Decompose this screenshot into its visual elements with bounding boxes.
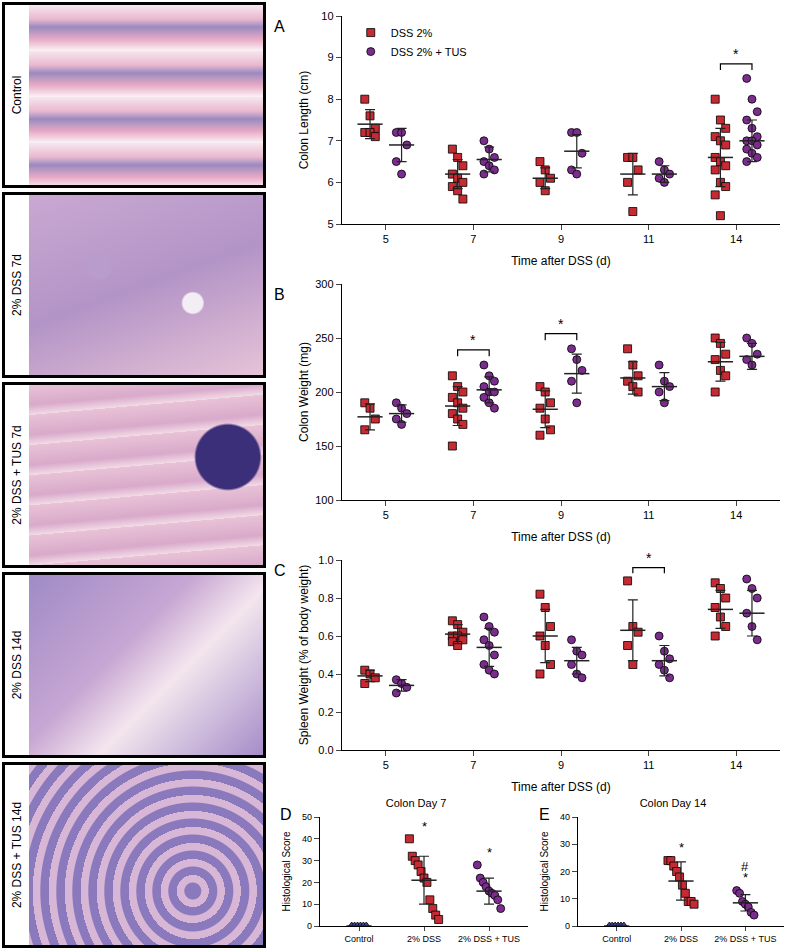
svg-text:11: 11 — [643, 759, 654, 771]
svg-text:*: * — [646, 550, 652, 566]
svg-text:2% DSS: 2% DSS — [407, 934, 441, 944]
svg-text:Time after DSS (d): Time after DSS (d) — [511, 254, 611, 268]
svg-text:*: * — [487, 845, 492, 860]
svg-text:0.6: 0.6 — [318, 630, 333, 642]
svg-text:DSS 2% + TUS: DSS 2% + TUS — [391, 46, 467, 58]
svg-text:*: * — [733, 46, 739, 62]
svg-text:0.8: 0.8 — [318, 592, 333, 604]
svg-text:E: E — [539, 806, 550, 823]
html-text:2% DSS 7d: 2% DSS 7d — [10, 254, 24, 316]
svg-text:1.0: 1.0 — [318, 554, 333, 566]
svg-text:7: 7 — [327, 135, 333, 147]
svg-text:0.4: 0.4 — [318, 668, 333, 680]
svg-text:*: * — [470, 332, 476, 348]
svg-text:7: 7 — [470, 759, 476, 771]
svg-text:300: 300 — [315, 278, 333, 290]
svg-text:#: # — [741, 859, 749, 874]
svg-text:14: 14 — [730, 233, 742, 245]
svg-text:9: 9 — [558, 233, 564, 245]
svg-text:Histological Score: Histological Score — [539, 831, 550, 911]
svg-text:5: 5 — [383, 759, 389, 771]
svg-text:100: 100 — [315, 494, 333, 506]
svg-text:200: 200 — [315, 386, 333, 398]
html-text:2% DSS + TUS 14d: 2% DSS + TUS 14d — [10, 801, 24, 909]
svg-text:40: 40 — [302, 834, 312, 844]
svg-text:6: 6 — [327, 176, 333, 188]
svg-text:*: * — [422, 819, 427, 834]
svg-text:30: 30 — [560, 839, 570, 849]
svg-text:DSS 2%: DSS 2% — [391, 27, 433, 39]
svg-text:D: D — [280, 806, 292, 823]
svg-text:150: 150 — [315, 440, 333, 452]
svg-text:5: 5 — [327, 218, 333, 230]
svg-text:10: 10 — [321, 10, 333, 22]
svg-text:Colon Day 14: Colon Day 14 — [640, 797, 707, 809]
svg-text:10: 10 — [560, 894, 570, 904]
svg-text:Spleen Weight (% of body weigh: Spleen Weight (% of body weight) — [297, 565, 311, 746]
svg-text:7: 7 — [470, 233, 476, 245]
svg-text:50: 50 — [302, 812, 312, 822]
svg-text:5: 5 — [383, 509, 389, 521]
svg-text:Colon Length (cm): Colon Length (cm) — [297, 71, 311, 170]
svg-text:A: A — [274, 18, 285, 35]
svg-text:9: 9 — [327, 51, 333, 63]
svg-text:Control: Control — [344, 934, 373, 944]
svg-text:*: * — [558, 316, 564, 332]
svg-text:Colon Weight (mg): Colon Weight (mg) — [297, 342, 311, 442]
svg-text:*: * — [679, 840, 684, 855]
svg-text:0.0: 0.0 — [318, 744, 333, 756]
html-text:Control: Control — [10, 75, 24, 115]
svg-text:Colon Day 7: Colon Day 7 — [386, 797, 447, 809]
svg-text:C: C — [274, 562, 286, 579]
svg-text:14: 14 — [730, 509, 742, 521]
svg-text:7: 7 — [470, 509, 476, 521]
svg-text:9: 9 — [558, 759, 564, 771]
svg-text:250: 250 — [315, 332, 333, 344]
svg-text:0: 0 — [565, 921, 570, 931]
svg-text:5: 5 — [383, 233, 389, 245]
svg-text:11: 11 — [643, 233, 654, 245]
svg-text:11: 11 — [643, 509, 654, 521]
svg-text:10: 10 — [302, 899, 312, 909]
svg-text:Histological Score: Histological Score — [281, 831, 292, 911]
svg-text:20: 20 — [302, 878, 312, 888]
svg-text:30: 30 — [302, 856, 312, 866]
svg-text:Control: Control — [602, 934, 631, 944]
html-text:2% DSS 14d: 2% DSS 14d — [10, 630, 24, 700]
svg-text:9: 9 — [558, 509, 564, 521]
html-text:2% DSS + TUS 7d: 2% DSS + TUS 7d — [10, 425, 24, 525]
svg-text:8: 8 — [327, 93, 333, 105]
svg-text:Time after DSS (d): Time after DSS (d) — [511, 780, 611, 794]
svg-text:0: 0 — [307, 921, 312, 931]
svg-text:*: * — [743, 870, 748, 885]
svg-text:14: 14 — [730, 759, 742, 771]
svg-text:0.2: 0.2 — [318, 706, 333, 718]
svg-text:B: B — [274, 286, 285, 303]
svg-text:Time after DSS (d): Time after DSS (d) — [511, 530, 611, 544]
svg-text:2% DSS: 2% DSS — [664, 934, 698, 944]
svg-text:2% DSS + TUS: 2% DSS + TUS — [458, 934, 520, 944]
svg-text:2% DSS + TUS: 2% DSS + TUS — [714, 934, 776, 944]
svg-text:20: 20 — [560, 867, 570, 877]
svg-text:40: 40 — [560, 812, 570, 822]
